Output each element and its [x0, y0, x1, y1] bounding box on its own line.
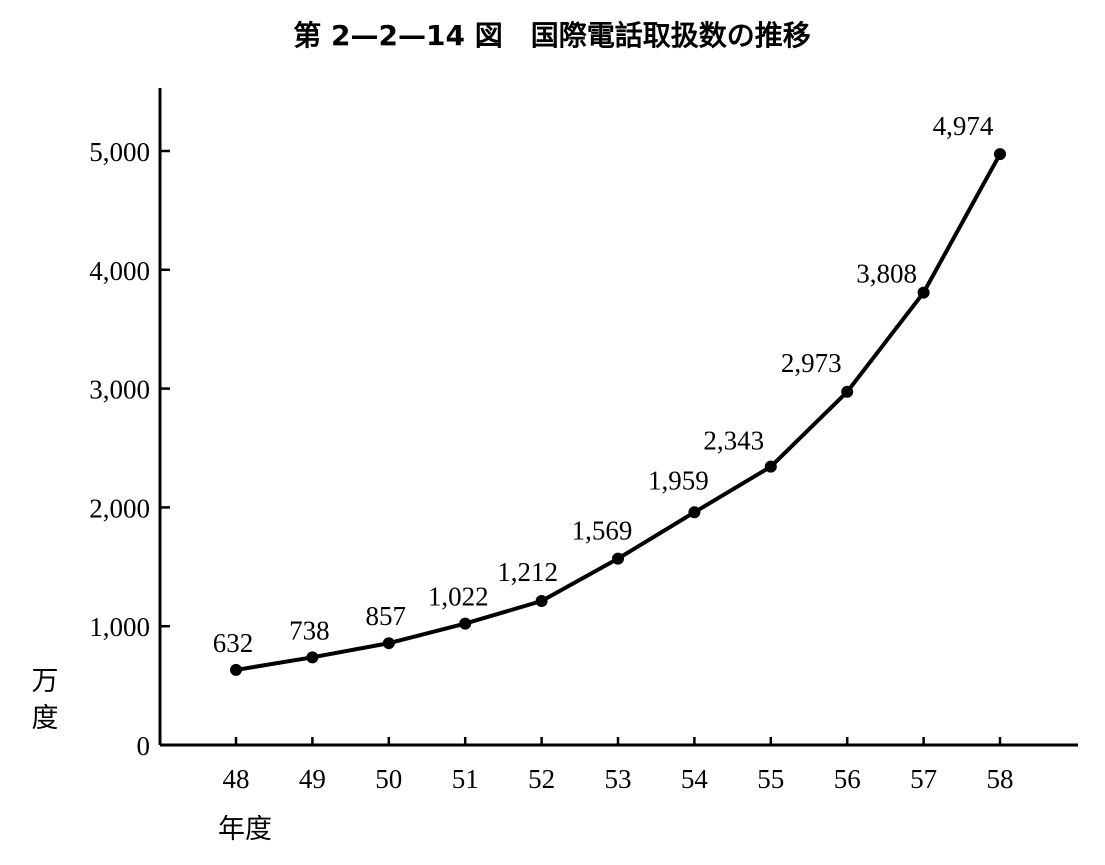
x-tick-label: 56 [834, 764, 861, 794]
x-tick-label: 54 [681, 764, 709, 794]
y-tick-label: 4,000 [89, 256, 150, 286]
x-tick-label: 57 [910, 764, 937, 794]
data-label: 1,569 [572, 516, 633, 546]
data-point [688, 506, 701, 519]
data-label: 2,973 [781, 348, 842, 378]
y-tick-label: 5,000 [89, 137, 150, 167]
x-tick-label: 48 [223, 764, 250, 794]
data-point [764, 460, 777, 473]
data-point [382, 637, 395, 650]
x-tick-label: 55 [757, 764, 784, 794]
y-axis-label-top: 万 [32, 666, 59, 697]
series-line [235, 153, 1002, 672]
data-points [230, 148, 1006, 676]
data-point [230, 663, 242, 676]
data-label: 3,808 [856, 259, 917, 289]
series-line-group [235, 153, 1002, 672]
x-tick-label: 49 [299, 764, 326, 794]
y-axis-ticks: 0 1,000 2,000 3,000 4,000 5,000 [89, 137, 170, 761]
data-label: 1,212 [497, 557, 558, 587]
x-tick-label: 51 [452, 764, 479, 794]
data-labels: 632 738 857 1,022 1,212 1,569 1,959 2,343 2,973 3… [213, 111, 994, 658]
data-point [459, 617, 472, 630]
data-label: 1,022 [428, 582, 489, 612]
data-point [917, 286, 930, 299]
x-tick-label: 52 [528, 764, 555, 794]
y-axis-label-bottom: 度 [32, 703, 59, 734]
data-label: 1,959 [648, 465, 709, 495]
chart-title: 第 2—2—14 図 国際電話取扱数の推移 [293, 19, 810, 52]
data-point [306, 651, 319, 664]
axes [158, 88, 1078, 747]
data-label: 738 [289, 615, 330, 645]
y-tick-label: 3,000 [89, 375, 150, 405]
x-axis-ticks: 48 49 50 51 52 53 54 55 56 57 58 [223, 737, 1014, 794]
y-tick-label: 2,000 [89, 493, 150, 523]
data-point [841, 385, 854, 398]
data-point [994, 148, 1006, 161]
data-label: 2,343 [703, 426, 764, 456]
data-label: 857 [366, 601, 407, 631]
data-label: 4,974 [933, 111, 994, 141]
data-point [612, 552, 624, 565]
x-tick-label: 50 [375, 764, 402, 794]
x-tick-label: 53 [605, 764, 632, 794]
y-tick-label: 1,000 [89, 612, 150, 642]
data-label: 632 [213, 628, 254, 658]
y-tick-label: 0 [137, 731, 151, 761]
x-tick-label: 58 [987, 764, 1014, 794]
x-axis-label: 年度 [218, 814, 272, 845]
data-point [535, 595, 548, 608]
